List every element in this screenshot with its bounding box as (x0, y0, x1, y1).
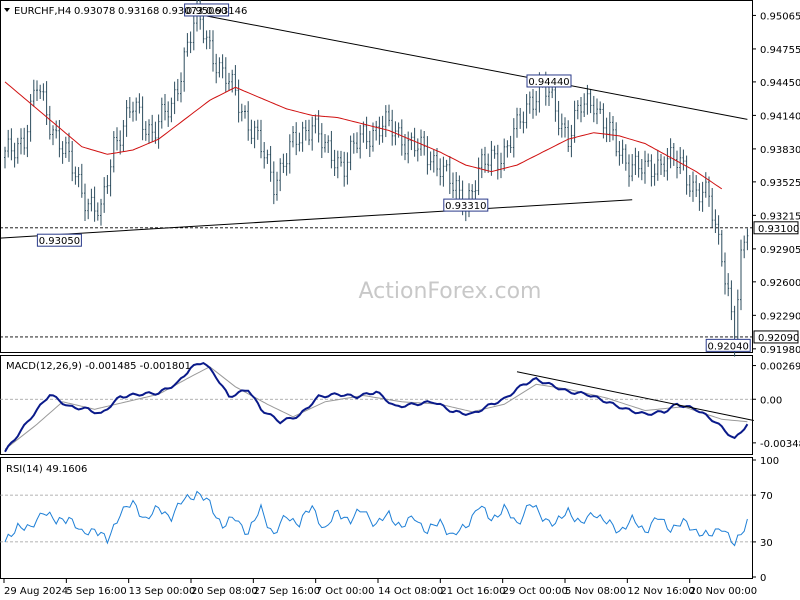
price-tick-label: 0.92905 (760, 245, 800, 256)
time-tick-label: 5 Sep 16:00 (66, 586, 126, 597)
time-tick-label: 7 Oct 00:00 (316, 586, 375, 597)
time-tick-label: 21 Oct 16:00 (440, 586, 505, 597)
price-axis: 0.95065 0.94755 0.94450 0.94140 0.93830 0.935… (752, 11, 800, 356)
ohlc-high: 0.93168 (118, 6, 159, 17)
time-tick-label: 12 Nov 16:00 (627, 586, 694, 597)
macd-trendline (516, 371, 754, 421)
time-tick-label: 20 Sep 08:00 (191, 586, 258, 597)
collapse-triangle-icon (4, 8, 10, 12)
price-tick-label: 0.92600 (760, 278, 800, 289)
candlestick-series (4, 0, 749, 357)
price-trendlines (0, 15, 748, 239)
price-tick-label: 0.94755 (760, 45, 800, 56)
price-annotation-label: 0.94440 (528, 77, 569, 88)
price-marker-box (753, 221, 799, 235)
time-tick-label: 5 Nov 08:00 (565, 586, 626, 597)
price-annotations: 0.93050 0.95060 0.94440 0.93310 0.92040 (36, 3, 751, 352)
time-tick-label: 29 Oct 00:00 (503, 586, 568, 597)
price-tick-label: 0.95065 (760, 11, 800, 22)
price-tick-label: 0.93215 (760, 211, 800, 222)
macd-tick-label: 0.00 (760, 395, 782, 406)
price-pane (0, 0, 753, 353)
price-header: EURCHF,H4 0.93078 0.93168 0.93073 0.9314… (4, 6, 247, 17)
price-marker-box (753, 330, 799, 344)
rsi-tick-label: 100 (760, 456, 779, 467)
rsi-axis: 100 70 30 0 (752, 456, 779, 584)
time-tick-label: 27 Sep 16:00 (253, 586, 320, 597)
price-annotation-label: 0.93310 (445, 201, 486, 212)
price-tick-label: 0.93830 (760, 145, 800, 156)
price-marker-label: 0.93100 (758, 224, 799, 235)
price-level-lines (0, 227, 752, 338)
price-annotation-label: 0.93050 (39, 236, 80, 247)
time-tick-label: 20 Nov 00:00 (690, 586, 757, 597)
rsi-tick-label: 70 (760, 491, 773, 502)
time-tick-label: 14 Oct 08:00 (378, 586, 443, 597)
time-tick-label: 29 Aug 2024 (4, 586, 68, 597)
macd-tick-label: 0.002696 (760, 362, 800, 373)
time-tick-label: 13 Sep 00:00 (129, 586, 196, 597)
macd-tick-label: -0.003489 (760, 439, 800, 450)
price-annotation-label: 0.95060 (186, 6, 227, 17)
price-annotation-box (36, 233, 82, 247)
rsi-pane (0, 457, 753, 579)
symbol-timeframe: EURCHF,H4 (14, 6, 71, 17)
rsi-series (0, 490, 752, 547)
price-annotation-box (705, 338, 751, 352)
macd-axis: 0.002696 0.00 -0.003489 (752, 362, 800, 450)
price-annotation-box (443, 198, 489, 212)
price-tick-label: 0.92290 (760, 311, 800, 322)
moving-average-line (4, 81, 723, 190)
ohlc-low: 0.93073 (162, 6, 203, 17)
rsi-tick-label: 0 (760, 573, 766, 584)
trendline (206, 15, 748, 120)
rsi-tick-label: 30 (760, 538, 773, 549)
rsi-title: RSI(14) 49.1606 (6, 464, 87, 475)
price-annotation-label: 0.92040 (708, 341, 749, 352)
price-annotation-box (184, 3, 230, 17)
price-tick-label: 0.93525 (760, 178, 800, 189)
price-tick-label: 0.94450 (760, 78, 800, 89)
macd-signal-line (4, 366, 748, 450)
watermark: ActionForex.com (359, 279, 542, 304)
trendline (0, 199, 633, 239)
macd-series (0, 361, 754, 453)
rsi-line (4, 490, 748, 547)
price-marker-label: 0.92090 (758, 333, 799, 344)
price-tick-label: 0.94140 (760, 111, 800, 122)
macd-title: MACD(12,26,9) -0.001485 -0.001801 (6, 361, 191, 372)
moving-average-series (4, 81, 723, 190)
price-tick-label: 0.91980 (760, 345, 800, 356)
ohlc-close: 0.93146 (206, 6, 247, 17)
macd-line (4, 361, 749, 453)
price-annotation-box (526, 74, 572, 88)
ohlc-open: 0.93078 (74, 6, 115, 17)
